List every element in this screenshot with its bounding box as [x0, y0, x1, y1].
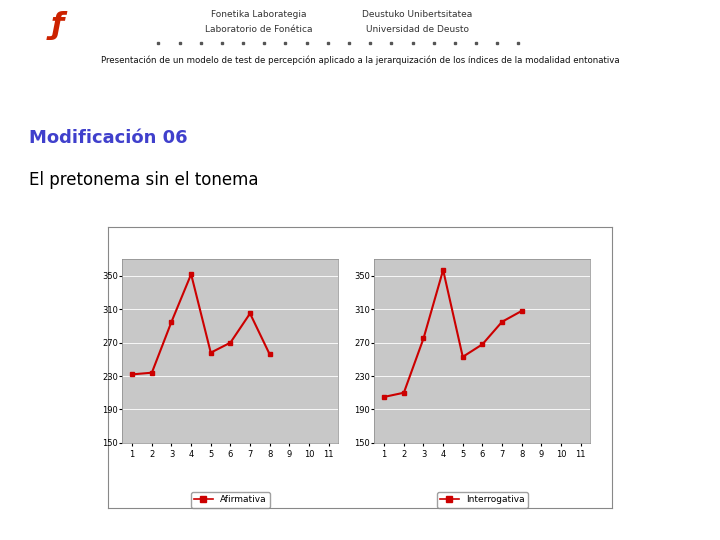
Legend: Interrogativa: Interrogativa — [437, 492, 528, 508]
Text: ƒ: ƒ — [51, 11, 64, 39]
Text: Laboratorio de Fonética: Laboratorio de Fonética — [205, 25, 313, 33]
Text: Metodología: las modificaciones: Metodología: las modificaciones — [19, 79, 499, 106]
Text: Fonetika Laborategia: Fonetika Laborategia — [212, 10, 307, 18]
Legend: Afirmativa: Afirmativa — [191, 492, 270, 508]
Text: Modificación 06: Modificación 06 — [29, 129, 187, 147]
Text: Universidad de Deusto: Universidad de Deusto — [366, 25, 469, 33]
Text: El pretonema sin el tonema: El pretonema sin el tonema — [29, 171, 258, 189]
Text: Deustuko Unibertsitatea: Deustuko Unibertsitatea — [362, 10, 473, 18]
Text: (7/11): (7/11) — [529, 80, 608, 105]
Text: Presentación de un modelo de test de percepción aplicado a la jerarquización de : Presentación de un modelo de test de per… — [101, 56, 619, 65]
